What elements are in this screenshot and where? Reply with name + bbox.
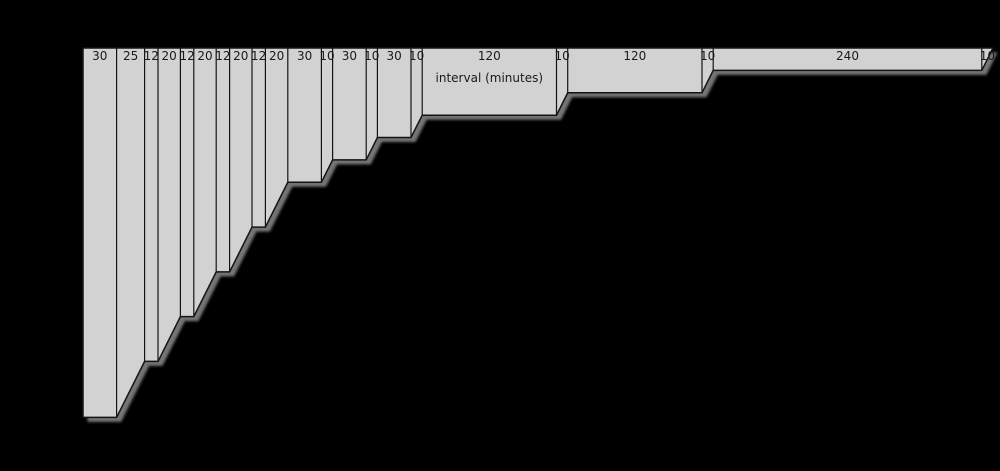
- bar-label: 10: [319, 49, 334, 63]
- bar-label: 10: [409, 49, 424, 63]
- bar-label: 10: [980, 49, 995, 63]
- bar-label: 120: [478, 49, 501, 63]
- bar-label: 120: [623, 49, 646, 63]
- bar-label: 12: [144, 49, 159, 63]
- bar-label: 12: [215, 49, 230, 63]
- bar-label: 10: [554, 49, 569, 63]
- bar-label: 10: [700, 49, 715, 63]
- bar-label: 20: [233, 49, 248, 63]
- bar-separators-layer: [115, 48, 983, 418]
- xlabel: interval (minutes): [436, 71, 544, 85]
- bar-label: 12: [179, 49, 194, 63]
- bar-label: 20: [162, 49, 177, 63]
- bar-label: 30: [387, 49, 402, 63]
- bar-label: 30: [92, 49, 107, 63]
- chart-shape: [82, 47, 995, 419]
- bar-label: 10: [364, 49, 379, 63]
- bar-label: 30: [342, 49, 357, 63]
- bar-label: 12: [251, 49, 266, 63]
- chart-shape-layer: [82, 47, 995, 419]
- bar-label: 20: [197, 49, 212, 63]
- bar-label: 30: [297, 49, 312, 63]
- bar-labels-layer: 30 25 12 20 12 20 12 20 12 20 30 10 30 10 30 10 120 10 120…: [92, 49, 995, 85]
- bar-label: 25: [123, 49, 138, 63]
- bar-label: 240: [836, 49, 859, 63]
- bar-label: 20: [269, 49, 284, 63]
